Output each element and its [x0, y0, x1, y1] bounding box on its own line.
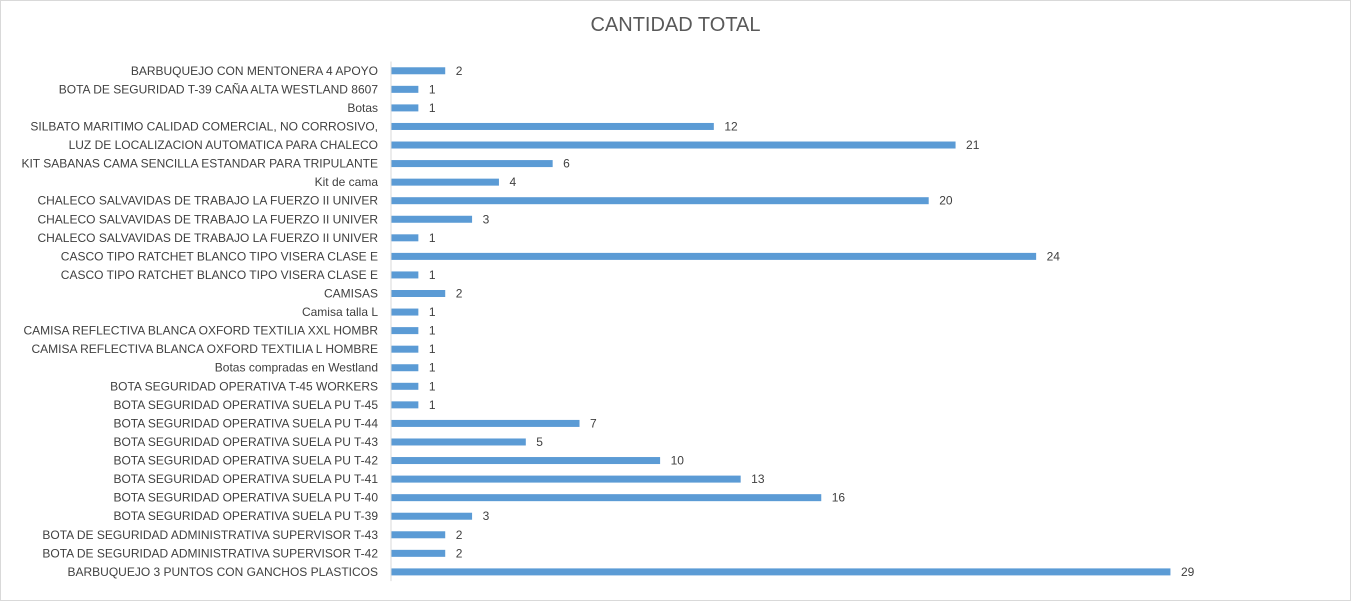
- bar: [391, 67, 446, 75]
- data-label: 3: [483, 509, 490, 523]
- category-label: KIT SABANAS CAMA SENCILLA ESTANDAR PARA …: [21, 157, 378, 171]
- data-label: 20: [939, 194, 953, 208]
- category-labels: BARBUQUEJO CON MENTONERA 4 APOYO BOTA DE …: [21, 64, 378, 579]
- category-label: LUZ DE LOCALIZACION AUTOMATICA PARA CHAL…: [69, 138, 378, 152]
- bar: [391, 327, 419, 335]
- data-label: 5: [536, 435, 543, 449]
- data-label: 3: [483, 212, 490, 226]
- bar: [391, 252, 1037, 260]
- category-label: BOTA SEGURIDAD OPERATIVA SUELA PU T-39: [113, 509, 378, 523]
- category-label: BOTA SEGURIDAD OPERATIVA SUELA PU T-43: [113, 435, 378, 449]
- category-label: BOTA SEGURIDAD OPERATIVA SUELA PU T-44: [113, 416, 378, 430]
- data-label: 1: [429, 361, 436, 375]
- data-label: 1: [429, 268, 436, 282]
- category-label: BOTA DE SEGURIDAD T-39 CAÑA ALTA WESTLAN…: [59, 82, 379, 96]
- data-label: 1: [429, 324, 436, 338]
- category-label: BOTA SEGURIDAD OPERATIVA T-45 WORKERS: [110, 379, 378, 393]
- data-label: 16: [832, 491, 846, 505]
- bar: [391, 568, 1171, 576]
- category-label: BOTA SEGURIDAD OPERATIVA SUELA PU T-42: [113, 454, 378, 468]
- data-label: 13: [751, 472, 765, 486]
- bar: [391, 160, 553, 168]
- chart-title: CANTIDAD TOTAL: [590, 14, 761, 36]
- data-label: 1: [429, 82, 436, 96]
- data-label: 24: [1047, 249, 1061, 263]
- data-label: 1: [429, 231, 436, 245]
- category-label: CASCO TIPO RATCHET BLANCO TIPO VISERA CL…: [61, 268, 378, 282]
- data-label: 12: [724, 119, 738, 133]
- bar: [391, 141, 956, 149]
- bar: [391, 85, 419, 93]
- category-label: BARBUQUEJO CON MENTONERA 4 APOYO: [131, 64, 378, 78]
- data-label: 6: [563, 157, 570, 171]
- category-label: BOTA SEGURIDAD OPERATIVA SUELA PU T-45: [113, 398, 378, 412]
- data-label: 1: [429, 379, 436, 393]
- data-label: 2: [456, 528, 463, 542]
- bar: [391, 438, 526, 446]
- bar: [391, 271, 419, 279]
- bar: [391, 401, 419, 409]
- bar: [391, 215, 473, 223]
- bar: [391, 290, 446, 297]
- category-label: CHALECO SALVAVIDAS DE TRABAJO LA FUERZO …: [37, 194, 378, 208]
- category-label: CAMISAS: [324, 287, 378, 301]
- category-label: BOTA DE SEGURIDAD ADMINISTRATIVA SUPERVI…: [42, 546, 378, 560]
- category-label: CHALECO SALVAVIDAS DE TRABAJO LA FUERZO …: [37, 212, 378, 226]
- data-label: 2: [456, 546, 463, 560]
- bar: [391, 531, 446, 539]
- data-label: 1: [429, 101, 436, 115]
- data-label: 2: [456, 287, 463, 301]
- bar: [391, 345, 419, 353]
- category-label: Camisa talla L: [302, 305, 378, 319]
- bar: [391, 122, 714, 130]
- data-label: 29: [1181, 565, 1195, 579]
- bar: [391, 197, 929, 205]
- bar: [391, 494, 822, 502]
- bar: [391, 512, 473, 520]
- data-label: 1: [429, 398, 436, 412]
- bar: [391, 178, 499, 186]
- data-label: 10: [671, 454, 685, 468]
- data-label: 1: [429, 342, 436, 356]
- category-label: Kit de cama: [315, 175, 379, 189]
- category-label: BOTA SEGURIDAD OPERATIVA SUELA PU T-40: [113, 491, 378, 505]
- bar: [391, 104, 419, 112]
- category-label: CAMISA REFLECTIVA BLANCA OXFORD TEXTILIA…: [23, 324, 378, 338]
- category-label: Botas: [347, 101, 378, 115]
- category-label: BARBUQUEJO 3 PUNTOS CON GANCHOS PLASTICO…: [67, 565, 378, 579]
- bar: [391, 549, 446, 557]
- data-label: 21: [966, 138, 980, 152]
- category-label: CAMISA REFLECTIVA BLANCA OXFORD TEXTILIA…: [31, 342, 378, 356]
- bar: [391, 308, 419, 316]
- category-label: CHALECO SALVAVIDAS DE TRABAJO LA FUERZO …: [37, 231, 378, 245]
- bar: [391, 419, 580, 427]
- bar: [391, 234, 419, 242]
- data-label: 4: [509, 175, 516, 189]
- category-label: SILBATO MARITIMO CALIDAD COMERCIAL, NO C…: [30, 119, 378, 133]
- bar: [391, 457, 661, 465]
- bar: [391, 475, 741, 483]
- category-label: Botas compradas en Westland: [215, 361, 378, 375]
- bar: [391, 364, 419, 372]
- bars-group: [391, 67, 1171, 576]
- data-label: 7: [590, 416, 597, 430]
- category-label: BOTA SEGURIDAD OPERATIVA SUELA PU T-41: [113, 472, 378, 486]
- data-label: 1: [429, 305, 436, 319]
- category-label: CASCO TIPO RATCHET BLANCO TIPO VISERA CL…: [61, 249, 378, 263]
- data-label: 2: [456, 64, 463, 78]
- category-label: BOTA DE SEGURIDAD ADMINISTRATIVA SUPERVI…: [42, 528, 378, 542]
- bar: [391, 382, 419, 390]
